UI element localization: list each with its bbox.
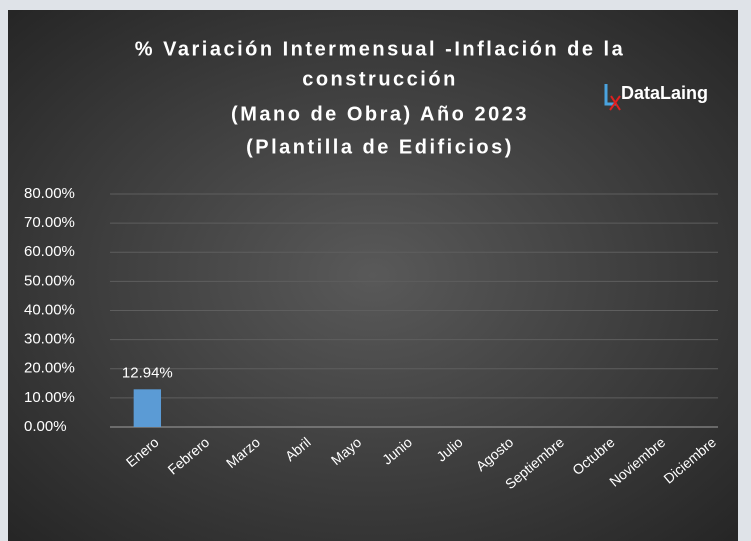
chart-title: % Variación Intermensual -Inflación de l… [135,38,625,60]
y-tick-label: 40.00% [24,301,75,318]
chart-title: (Mano de Obra) Año 2023 [231,103,529,125]
chart-title: (Plantilla de Edificios) [246,136,514,158]
y-tick-label: 80.00% [24,185,75,202]
chart-title: construcción [302,68,458,90]
y-tick-label: 50.00% [24,272,75,289]
y-tick-label: 10.00% [24,389,75,406]
data-label: 12.94% [122,364,173,381]
bar [133,389,162,427]
y-tick-label: 30.00% [24,331,75,348]
logo-icon [604,84,616,106]
y-tick-label: 0.00% [24,418,67,435]
logo: DataLaing [604,83,708,111]
y-tick-label: 20.00% [24,360,75,377]
chart-panel [8,10,738,541]
y-tick-label: 60.00% [24,243,75,260]
y-tick-label: 70.00% [24,214,75,231]
logo-icon [609,95,621,111]
logo-text: DataLaing [621,83,708,103]
